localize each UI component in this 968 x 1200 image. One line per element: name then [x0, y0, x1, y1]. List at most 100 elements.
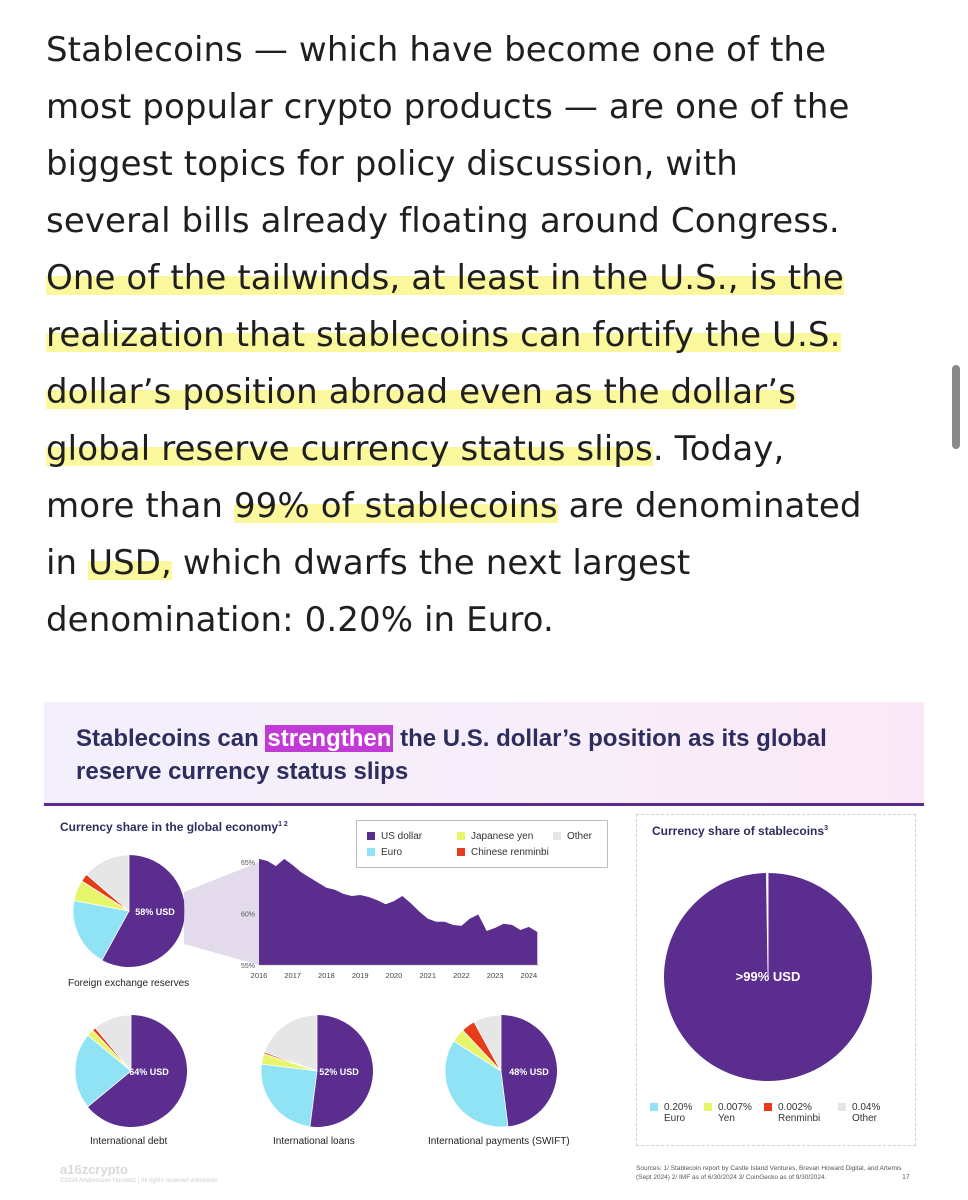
- caption-intl-debt: International debt: [90, 1136, 168, 1147]
- highlighted-text: USD,: [88, 543, 172, 583]
- title-text-1: Stablecoins can: [76, 725, 266, 752]
- x-tick-label: 2024: [521, 971, 538, 980]
- article-line: global reserve currency status slips. To…: [46, 421, 936, 478]
- pie-slice-usd: [309, 1015, 373, 1127]
- x-tick-label: 2016: [251, 971, 268, 980]
- title-text-2: the U.S. dollar’s position as its global: [393, 725, 827, 752]
- pie-label: 52% USD: [319, 1067, 359, 1077]
- stablecoin-panel: [636, 814, 916, 1146]
- legend-euro: Euro: [367, 847, 402, 858]
- article-line: most popular crypto products — are one o…: [46, 79, 936, 136]
- x-tick-label: 2019: [352, 971, 369, 980]
- pie-slice-other: [94, 1014, 132, 1073]
- footer-logo: a16zcrypto: [60, 1162, 128, 1177]
- swatch: [650, 1103, 658, 1111]
- article-line: dollar’s position abroad even as the dol…: [46, 364, 936, 421]
- article-line: denomination: 0.20% in Euro.: [46, 592, 936, 649]
- pie-slice-usd: [501, 1015, 558, 1127]
- y-tick-label: 60%: [241, 912, 255, 919]
- pie-intl-loans: 52% USD: [260, 1014, 373, 1128]
- left-heading: Currency share in the global economy1 2: [60, 820, 288, 834]
- pie-label: 64% USD: [129, 1067, 169, 1077]
- pie-slice-euro: [444, 1040, 509, 1128]
- x-tick-label: 2017: [284, 971, 301, 980]
- article-text-segment: . Today,: [652, 429, 785, 469]
- x-tick-label: 2020: [386, 971, 403, 980]
- slide-title: Stablecoins can strengthen the U.S. doll…: [76, 722, 827, 788]
- stable-legend-other: 0.04% Other: [838, 1102, 880, 1124]
- title-highlight: strengthen: [265, 725, 394, 752]
- chart-slide: Stablecoins can strengthen the U.S. doll…: [44, 702, 924, 1192]
- stable-legend-yen: 0.007% Yen: [704, 1102, 752, 1124]
- legend-other: Other: [553, 831, 592, 842]
- slide-banner: Stablecoins can strengthen the U.S. doll…: [44, 702, 924, 803]
- zoom-connector: [184, 862, 259, 965]
- article-text-segment: most popular crypto products — are one o…: [46, 87, 850, 127]
- caption-intl-payments: International payments (SWIFT): [428, 1136, 570, 1147]
- article-line: several bills already floating around Co…: [46, 193, 936, 250]
- article-text-segment: more than: [46, 486, 234, 526]
- highlighted-text: One of the tailwinds, at least in the U.…: [46, 258, 844, 298]
- article-line: realization that stablecoins can fortify…: [46, 307, 936, 364]
- usd-share-area: [259, 858, 538, 965]
- stable-legend-euro: 0.20% Euro: [650, 1102, 692, 1124]
- pie-slice-other: [263, 1014, 318, 1072]
- highlighted-text: dollar’s position abroad even as the dol…: [46, 372, 796, 412]
- article-line: biggest topics for policy discussion, wi…: [46, 136, 936, 193]
- article-line: in USD, which dwarfs the next largest: [46, 535, 936, 592]
- article-text-segment: which dwarfs the next largest: [171, 543, 691, 583]
- x-tick-label: 2018: [318, 971, 335, 980]
- swatch: [764, 1103, 772, 1111]
- pie-label: 48% USD: [509, 1067, 549, 1077]
- pie-fx-reserves: 58% USD: [72, 854, 185, 967]
- article-text-segment: in: [46, 543, 89, 583]
- stable-legend-rmb: 0.002% Renminbi: [764, 1102, 820, 1124]
- legend-yen: Japanese yen: [457, 831, 533, 842]
- pie-slice-usd: [87, 1015, 187, 1127]
- article-line: Stablecoins — which have become one of t…: [46, 22, 936, 79]
- article-text: Stablecoins — which have become one of t…: [46, 22, 936, 649]
- caption-fx-reserves: Foreign exchange reserves: [68, 978, 190, 989]
- sources-note: Sources: 1/ Stablecoin report by Castle …: [636, 1165, 902, 1181]
- highlighted-text: global reserve currency status slips: [46, 429, 653, 469]
- pie-label: >99% USD: [736, 969, 801, 984]
- title-text-3: reserve currency status slips: [76, 758, 409, 785]
- right-heading: Currency share of stablecoins3: [652, 824, 828, 838]
- swatch: [457, 848, 465, 856]
- pie-slice-other: [473, 1014, 502, 1072]
- article-text-segment: biggest topics for policy discussion, wi…: [46, 144, 738, 184]
- legend-rmb: Chinese renminbi: [457, 847, 549, 858]
- highlighted-text: realization that stablecoins can fortify…: [46, 315, 841, 355]
- pie-label: 58% USD: [135, 907, 175, 917]
- swatch: [553, 832, 561, 840]
- caption-intl-loans: International loans: [273, 1136, 355, 1147]
- swatch: [704, 1103, 712, 1111]
- y-tick-label: 65%: [241, 860, 255, 867]
- legend: US dollar Japanese yen Other Euro Chines…: [356, 820, 608, 868]
- y-tick-label: 55%: [241, 963, 255, 970]
- banner-divider: [44, 803, 924, 806]
- footer-copyright: ©2024 Andreessen Horowitz | All rights r…: [60, 1178, 219, 1184]
- pie-slice-euro: [72, 900, 130, 961]
- swatch: [838, 1103, 846, 1111]
- swatch: [367, 848, 375, 856]
- page-number: 17: [902, 1174, 910, 1181]
- pie-slice-euro: [260, 1063, 318, 1128]
- x-tick-label: 2023: [487, 971, 504, 980]
- pie-stablecoins: >99% USD: [664, 872, 872, 1081]
- article-text-segment: Stablecoins — which have become one of t…: [46, 30, 827, 70]
- pie-slice-usd: [102, 855, 185, 967]
- article-line: One of the tailwinds, at least in the U.…: [46, 250, 936, 307]
- x-tick-label: 2022: [453, 971, 470, 980]
- usd-reserve-area-chart: 65% 60% 55%2016 2017 2018 2019 2020 2021 2022 202…: [184, 858, 539, 980]
- article-text-segment: several bills already floating around Co…: [46, 201, 840, 241]
- article-text-segment: are denominated: [557, 486, 862, 526]
- legend-usd: US dollar: [367, 831, 422, 842]
- swatch: [367, 832, 375, 840]
- highlighted-text: 99% of stablecoins: [233, 486, 558, 526]
- pie-intl-debt: 64% USD: [74, 1014, 187, 1127]
- article-text-segment: denomination: 0.20% in Euro.: [46, 600, 554, 640]
- article-line: more than 99% of stablecoins are denomin…: [46, 478, 936, 535]
- swatch: [457, 832, 465, 840]
- scrollbar-thumb[interactable]: [952, 365, 960, 449]
